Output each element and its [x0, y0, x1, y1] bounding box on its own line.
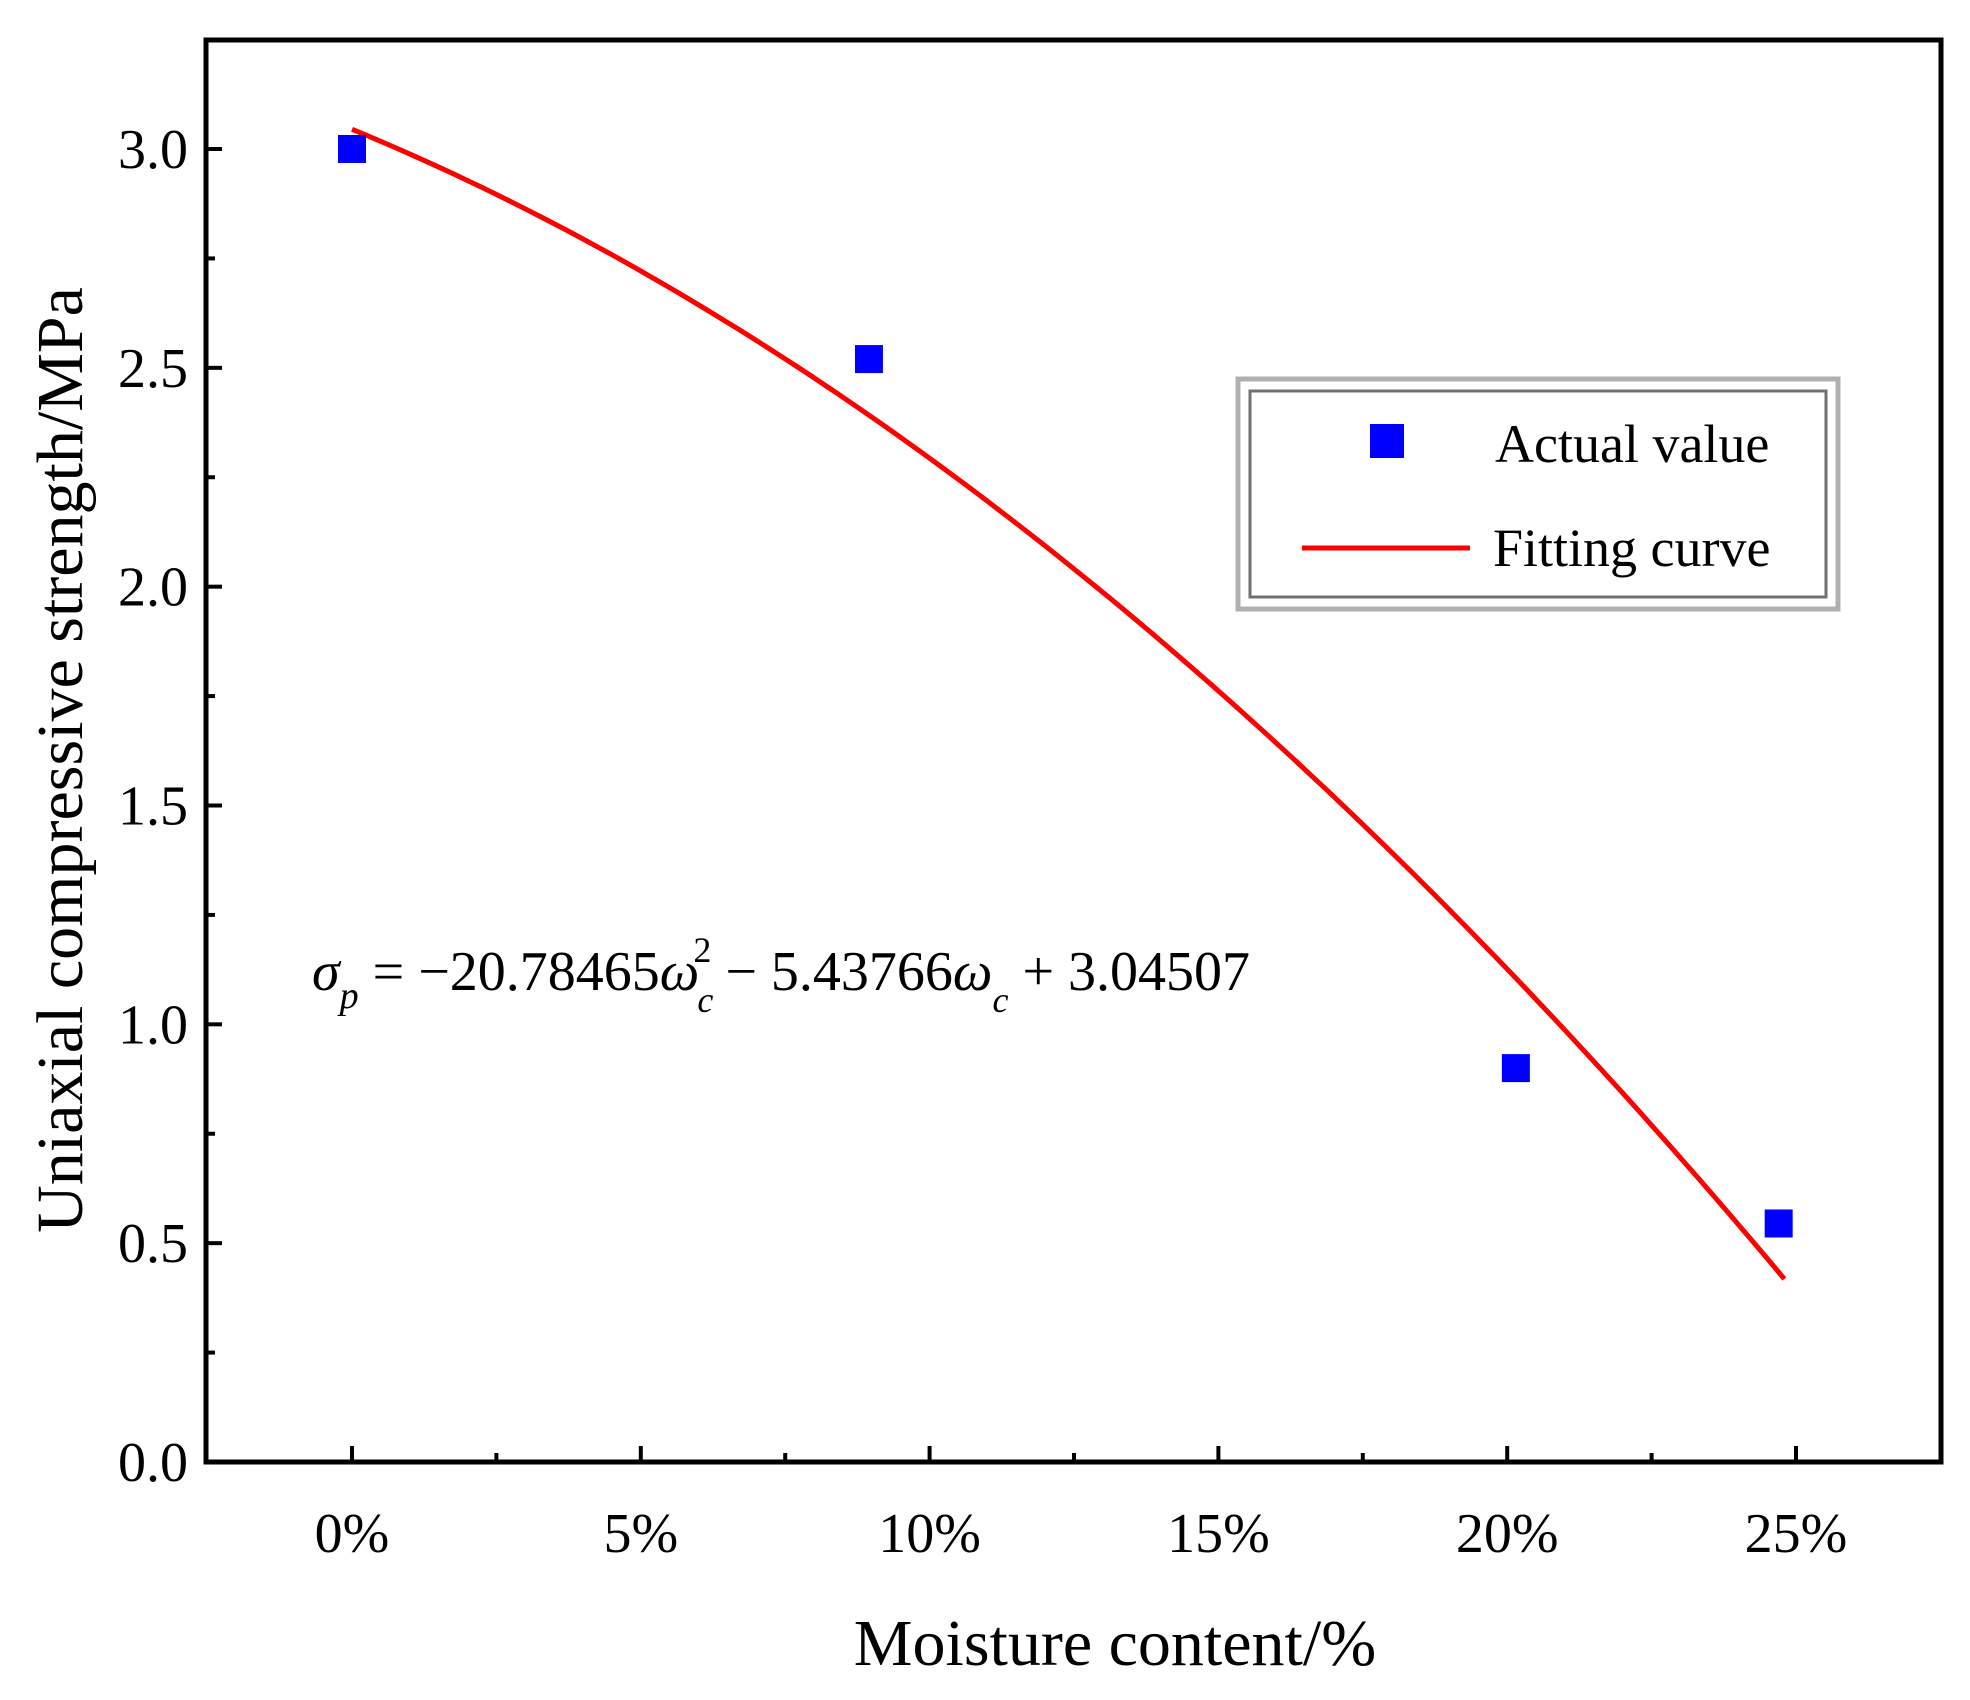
- y-tick-label: 0.5: [118, 1213, 188, 1275]
- y-axis-title: Uniaxial compressive strength/MPa: [24, 287, 97, 1233]
- fitting-curve-line: [351, 126, 1787, 1281]
- data-point: [1501, 1054, 1530, 1083]
- legend: Actual value Fitting curve: [1235, 376, 1841, 612]
- legend-marker-actual: [1370, 424, 1404, 458]
- plot-frame: [203, 37, 1944, 1465]
- y-tick-label: 2.0: [118, 557, 188, 619]
- x-tick-label: 25%: [1745, 1503, 1848, 1565]
- x-tick-label: 10%: [878, 1503, 981, 1565]
- data-point: [854, 345, 883, 374]
- x-axis-title: Moisture content/%: [854, 1607, 1376, 1680]
- data-point: [1764, 1209, 1793, 1238]
- x-tick-label: 15%: [1167, 1503, 1270, 1565]
- y-tick-label: 2.5: [118, 338, 188, 400]
- y-tick-label: 1.5: [118, 776, 188, 838]
- x-tick-label: 20%: [1456, 1503, 1559, 1565]
- x-tick-label: 5%: [603, 1503, 678, 1565]
- x-tick-label: 0%: [315, 1503, 390, 1565]
- legend-label-fit: Fitting curve: [1493, 518, 1770, 578]
- y-tick-label: 3.0: [118, 119, 188, 181]
- legend-label-actual: Actual value: [1495, 414, 1769, 474]
- y-tick-label: 1.0: [118, 994, 188, 1056]
- y-tick-label: 0.0: [118, 1432, 188, 1494]
- data-point: [338, 135, 366, 163]
- fit-equation: σp = −20.78465ωc2 − 5.43766ωc + 3.04507: [312, 930, 1250, 1020]
